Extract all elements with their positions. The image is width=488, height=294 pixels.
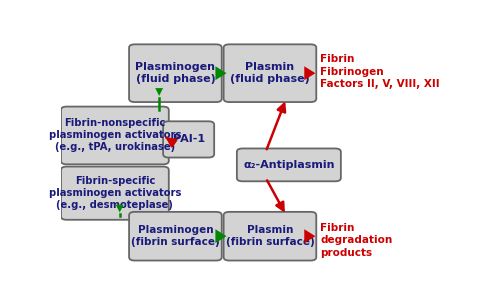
- Text: Plasminogen
(fibrin surface): Plasminogen (fibrin surface): [131, 225, 220, 247]
- FancyBboxPatch shape: [61, 167, 169, 220]
- FancyBboxPatch shape: [224, 44, 316, 102]
- Text: Plasminogen
(fluid phase): Plasminogen (fluid phase): [135, 62, 215, 84]
- FancyBboxPatch shape: [129, 44, 222, 102]
- Text: Fibrin-specific
plasminogen activators
(e.g., desmoteplase): Fibrin-specific plasminogen activators (…: [49, 176, 181, 210]
- FancyBboxPatch shape: [163, 121, 214, 158]
- FancyBboxPatch shape: [129, 212, 222, 260]
- Text: Fibrin
degradation
products: Fibrin degradation products: [320, 223, 392, 258]
- Text: Fibrin
Fibrinogen
Factors II, V, VIII, XII: Fibrin Fibrinogen Factors II, V, VIII, X…: [320, 54, 440, 89]
- Text: α₂-Antiplasmin: α₂-Antiplasmin: [243, 160, 335, 170]
- Text: Fibrin-nonspecific
plasminogen activators
(e.g., tPA, urokinase): Fibrin-nonspecific plasminogen activator…: [49, 118, 181, 153]
- Text: PAI-1: PAI-1: [173, 134, 204, 144]
- Text: Plasmin
(fluid phase): Plasmin (fluid phase): [230, 62, 310, 84]
- FancyBboxPatch shape: [237, 148, 341, 181]
- FancyBboxPatch shape: [224, 212, 316, 260]
- FancyBboxPatch shape: [61, 107, 169, 164]
- Text: Plasmin
(fibrin surface): Plasmin (fibrin surface): [225, 225, 314, 247]
